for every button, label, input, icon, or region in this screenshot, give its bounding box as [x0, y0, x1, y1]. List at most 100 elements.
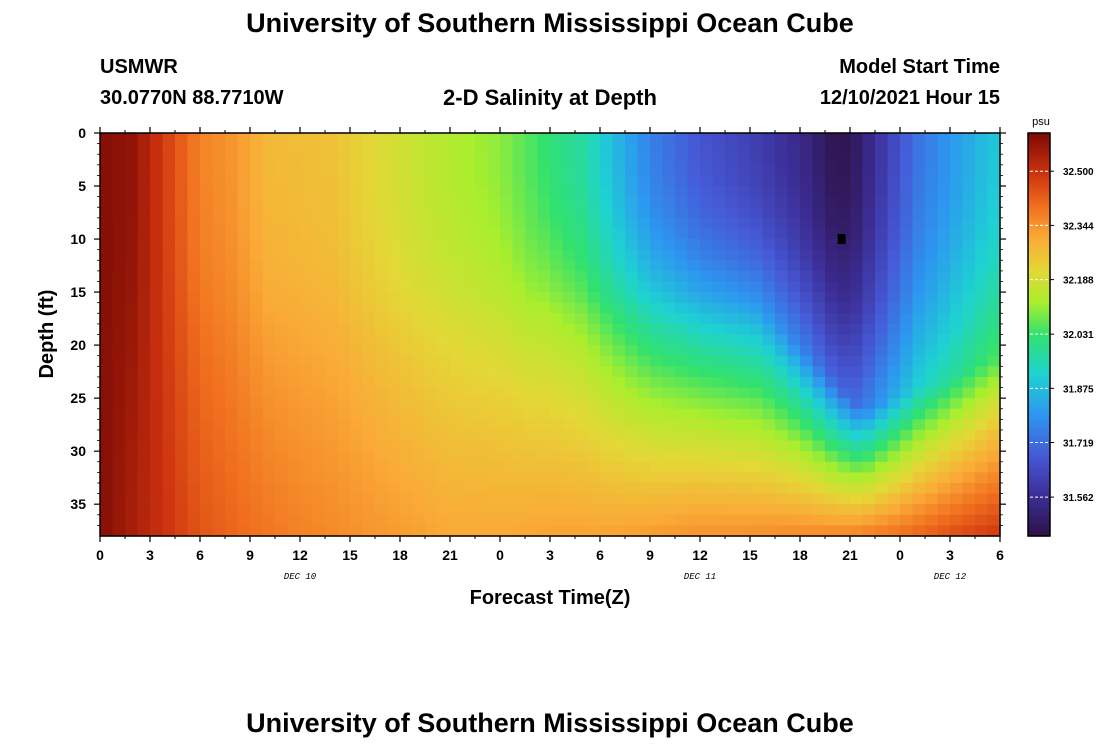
heatmap-cell — [300, 175, 314, 187]
heatmap-cell — [962, 451, 976, 463]
heatmap-cell — [662, 482, 676, 495]
heatmap-cell — [462, 133, 476, 145]
heatmap-cell — [825, 323, 839, 336]
heatmap-cell — [775, 345, 789, 357]
heatmap-cell — [687, 355, 701, 367]
heatmap-cell — [462, 292, 476, 304]
heatmap-cell — [787, 154, 801, 166]
heatmap-cell — [512, 260, 526, 272]
heatmap-cell — [287, 472, 301, 484]
heatmap-cell — [437, 260, 451, 272]
heatmap-cell — [775, 387, 789, 399]
heatmap-cell — [400, 323, 414, 336]
colorbar-step — [1028, 386, 1050, 390]
heatmap-cell — [375, 143, 389, 155]
heatmap-cell — [937, 514, 951, 526]
heatmap-cell — [225, 419, 239, 431]
heatmap-cell — [887, 154, 901, 166]
heatmap-cell — [800, 207, 814, 219]
heatmap-cell — [275, 408, 289, 420]
heatmap-cell — [287, 260, 301, 272]
heatmap-cell — [300, 154, 314, 166]
colorbar-step — [1028, 227, 1050, 231]
heatmap-cell — [850, 461, 864, 473]
heatmap-cell — [237, 408, 251, 420]
heatmap-cell — [112, 239, 126, 251]
heatmap-cell — [725, 461, 739, 473]
colorbar-step — [1028, 225, 1050, 229]
heatmap-cell — [575, 207, 589, 219]
heatmap-cell — [762, 164, 776, 177]
heatmap-cell — [837, 334, 851, 346]
heatmap-cell — [300, 133, 314, 145]
heatmap-cell — [875, 355, 889, 367]
heatmap-cell — [612, 196, 626, 208]
heatmap-cell — [625, 196, 639, 208]
heatmap-cell — [762, 419, 776, 431]
heatmap-cell — [987, 504, 1001, 516]
heatmap-cell — [225, 461, 239, 473]
heatmap-cell — [587, 504, 601, 516]
heatmap-cell — [725, 302, 739, 314]
heatmap-cell — [350, 355, 364, 367]
heatmap-cell — [187, 249, 201, 261]
heatmap-cell — [875, 451, 889, 463]
heatmap-cell — [550, 440, 564, 452]
heatmap-cell — [875, 472, 889, 484]
heatmap-cell — [250, 440, 264, 452]
heatmap-cell — [875, 196, 889, 208]
heatmap-cell — [637, 514, 651, 526]
heatmap-cell — [150, 196, 164, 208]
heatmap-cell — [212, 196, 226, 208]
heatmap-cell — [812, 323, 826, 336]
heatmap-cell — [675, 334, 689, 346]
date-labels: DEC 10 DEC 11 DEC 12 — [284, 572, 967, 582]
heatmap-cell — [337, 186, 351, 198]
colorbar-step — [1028, 159, 1050, 162]
heatmap-cell — [737, 514, 751, 526]
heatmap-cell — [212, 345, 226, 357]
heatmap-cell — [525, 323, 539, 336]
heatmap-cell — [400, 493, 414, 505]
heatmap-cell — [387, 472, 401, 484]
heatmap-cell — [750, 207, 764, 219]
heatmap-cell — [950, 472, 964, 484]
heatmap-cell — [150, 376, 164, 389]
heatmap-cell — [787, 408, 801, 420]
heatmap-cell — [362, 260, 376, 272]
heatmap-cell — [812, 461, 826, 473]
heatmap-cell — [875, 175, 889, 187]
heatmap-cell — [775, 186, 789, 198]
heatmap-cell — [775, 323, 789, 336]
heatmap-cell — [850, 482, 864, 495]
heatmap-cell — [800, 196, 814, 208]
heatmap-cell — [200, 482, 214, 495]
heatmap-cell — [887, 376, 901, 389]
heatmap-cell — [225, 313, 239, 325]
heatmap-cell — [337, 164, 351, 177]
heatmap-cell — [662, 164, 676, 177]
colorbar-step — [1028, 461, 1050, 465]
heatmap-cell — [137, 525, 151, 537]
heatmap-cell — [712, 504, 726, 516]
heatmap-cell — [237, 186, 251, 198]
heatmap-cell — [225, 345, 239, 357]
heatmap-cell — [487, 408, 501, 420]
heatmap-cell — [525, 143, 539, 155]
colorbar-step — [1028, 407, 1050, 410]
colorbar-step — [1028, 465, 1050, 469]
heatmap-cell — [175, 387, 189, 399]
heatmap-cell — [925, 133, 939, 145]
heatmap-cell — [437, 196, 451, 208]
heatmap-cell — [375, 482, 389, 495]
heatmap-cell — [637, 408, 651, 420]
heatmap-cell — [475, 313, 489, 325]
heatmap-cell — [712, 387, 726, 399]
heatmap-cell — [575, 419, 589, 431]
heatmap-cell — [300, 419, 314, 431]
heatmap-cell — [187, 398, 201, 410]
heatmap-cell — [125, 143, 139, 155]
heatmap-cell — [562, 461, 576, 473]
heatmap-cell — [425, 525, 439, 537]
heatmap-cell — [662, 398, 676, 410]
